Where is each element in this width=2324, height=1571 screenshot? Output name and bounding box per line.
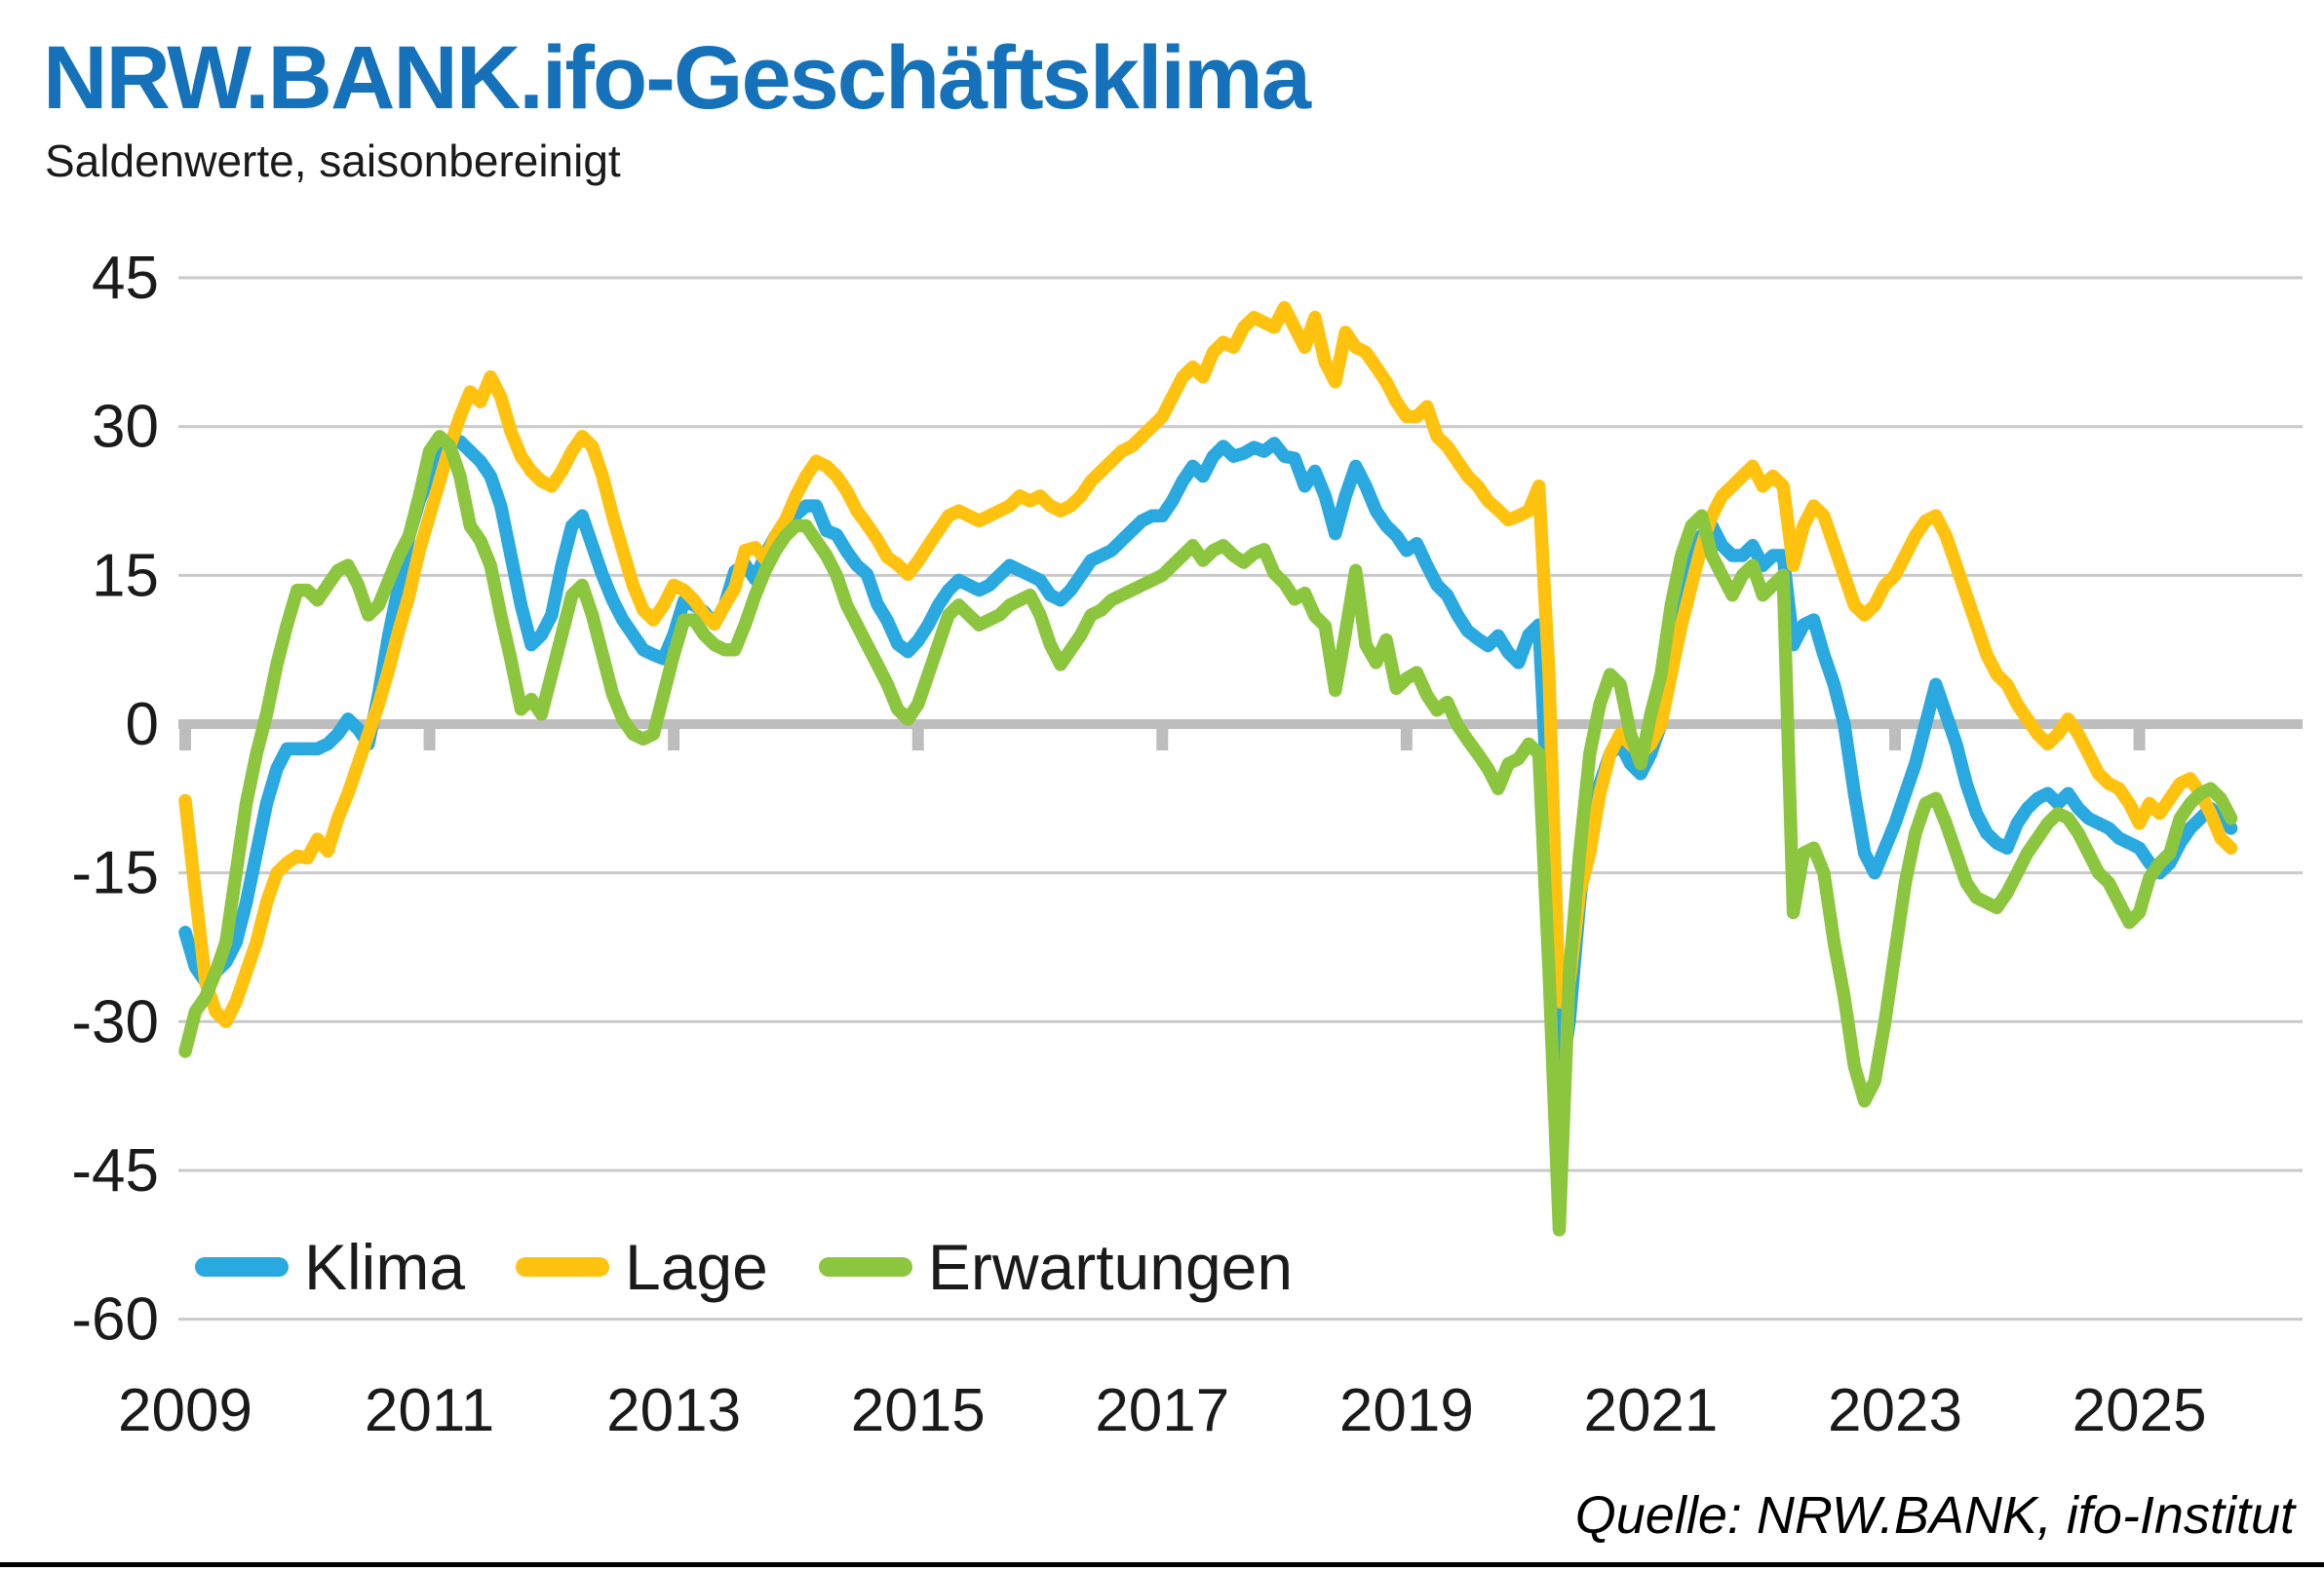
page-title: NRW.BANK.ifo-Geschäftsklima bbox=[43, 28, 1311, 128]
y-axis-label--60: -60 bbox=[71, 1286, 159, 1354]
klima-line-swatch bbox=[195, 1257, 289, 1277]
x-axis-label-2023: 2023 bbox=[1828, 1377, 1962, 1444]
x-tick-2015 bbox=[911, 729, 924, 750]
legend-item-lage: Lage bbox=[516, 1230, 768, 1304]
x-tick-2019 bbox=[1400, 729, 1413, 750]
bottom-divider bbox=[0, 1562, 2324, 1567]
erwartungen-line-swatch bbox=[818, 1257, 912, 1277]
klima-line bbox=[178, 435, 2238, 1098]
legend-label-erwartungen: Erwartungen bbox=[927, 1231, 1294, 1303]
y-axis-label-0: 0 bbox=[126, 691, 159, 758]
legend-item-erwartungen: Erwartungen bbox=[818, 1230, 1294, 1304]
x-tick-2023 bbox=[1889, 729, 1902, 750]
x-tick-2013 bbox=[668, 729, 680, 750]
y-axis-label--15: -15 bbox=[71, 840, 159, 907]
y-axis-label-30: 30 bbox=[92, 394, 159, 461]
x-axis-label-2021: 2021 bbox=[1583, 1377, 1718, 1444]
x-axis-label-2013: 2013 bbox=[606, 1377, 741, 1444]
x-axis-label-2015: 2015 bbox=[851, 1377, 986, 1444]
x-axis-label-2025: 2025 bbox=[2072, 1377, 2207, 1444]
x-tick-2025 bbox=[2133, 729, 2146, 750]
x-tick-2017 bbox=[1156, 729, 1169, 750]
y-axis-label-15: 15 bbox=[92, 542, 159, 609]
legend-label-lage: Lage bbox=[625, 1231, 768, 1303]
y-axis-label--45: -45 bbox=[71, 1137, 159, 1205]
y-axis-label--30: -30 bbox=[71, 988, 159, 1055]
x-axis-label-2017: 2017 bbox=[1095, 1377, 1229, 1444]
y-axis-label-45: 45 bbox=[92, 245, 159, 312]
x-axis-label-2011: 2011 bbox=[365, 1377, 494, 1444]
x-tick-2009 bbox=[179, 729, 191, 750]
x-tick-2011 bbox=[423, 729, 436, 750]
source-note: Quelle: NRW.BANK, ifo-Institut bbox=[1574, 1486, 2295, 1545]
x-axis-label-2009: 2009 bbox=[118, 1377, 252, 1444]
erwartungen-line bbox=[178, 430, 2238, 1237]
lage-line-swatch bbox=[516, 1257, 610, 1277]
legend-item-klima: Klima bbox=[195, 1230, 465, 1304]
chart-legend: Klima Lage Erwartungen bbox=[195, 1230, 1293, 1304]
page-subtitle: Saldenwerte, saisonbereinigt bbox=[45, 135, 621, 186]
x-axis-label-2019: 2019 bbox=[1339, 1377, 1474, 1444]
legend-label-klima: Klima bbox=[304, 1231, 466, 1303]
lage-line bbox=[178, 300, 2238, 1029]
